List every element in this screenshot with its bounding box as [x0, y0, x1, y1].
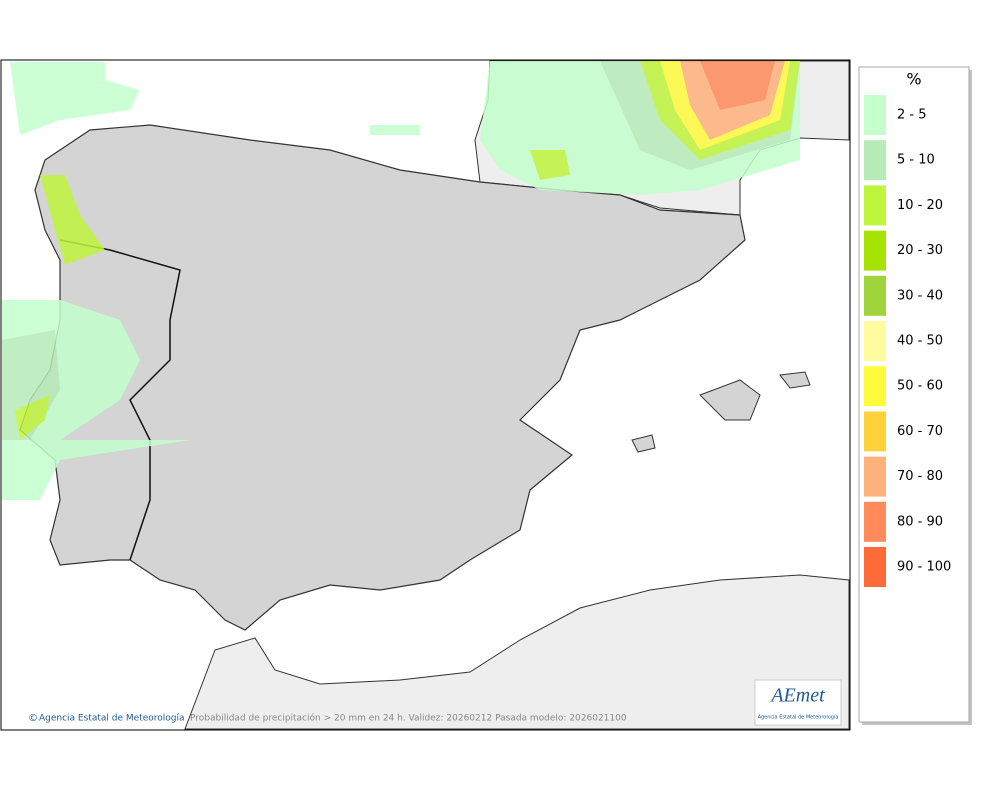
copyright-mark: © [28, 713, 38, 724]
legend: % 2 - 5 5 - 10 10 - 20 20 - 30 30 - 40 40 - 5… [858, 66, 972, 725]
legend-swatch [864, 366, 886, 407]
precip-area [370, 125, 420, 135]
logo-name: AEmet [769, 685, 825, 707]
legend-swatch [864, 230, 886, 271]
precip-area [700, 61, 775, 110]
legend-label: 90 - 100 [897, 560, 951, 575]
legend-swatch [864, 95, 886, 135]
footer-caption: Probabilidad de precipitación > 20 mm en… [190, 713, 627, 724]
legend-swatch [864, 411, 886, 452]
precip-area [40, 175, 105, 265]
legend-label: 5 - 10 [897, 153, 935, 168]
border-portugal [59, 239, 181, 561]
precip-area [530, 150, 570, 180]
legend-label: 70 - 80 [897, 469, 943, 484]
legend-title: % [906, 70, 921, 89]
legend-swatch [864, 140, 886, 181]
legend-swatch [864, 185, 886, 226]
legend-swatch [864, 501, 886, 542]
legend-swatch [864, 275, 886, 316]
legend-swatch [864, 547, 886, 587]
africa [184, 574, 850, 730]
legend-label: 2 - 5 [897, 108, 927, 123]
legend-label: 50 - 60 [897, 379, 943, 394]
footer-agency: Agencia Estatal de Meteorología [39, 714, 185, 724]
mallorca [699, 379, 761, 421]
legend-label: 20 - 30 [897, 243, 943, 258]
legend-label: 60 - 70 [897, 424, 943, 439]
legend-label: 40 - 50 [897, 334, 943, 349]
ibiza [631, 434, 656, 453]
menorca [779, 371, 811, 389]
logo-subtitle: Agencia Estatal de Meteorología [758, 714, 839, 721]
precip-areas [2, 61, 800, 500]
legend-label: 30 - 40 [897, 288, 943, 303]
legend-label: 80 - 90 [897, 514, 943, 529]
logo-box [754, 679, 842, 726]
precip-area [10, 62, 140, 135]
precip-area [15, 395, 50, 440]
legend-swatch [864, 321, 886, 361]
map: © Agencia Estatal de Meteorología Probab… [0, 59, 851, 731]
legend-swatch [864, 456, 886, 497]
legend-label: 10 - 20 [897, 198, 943, 213]
